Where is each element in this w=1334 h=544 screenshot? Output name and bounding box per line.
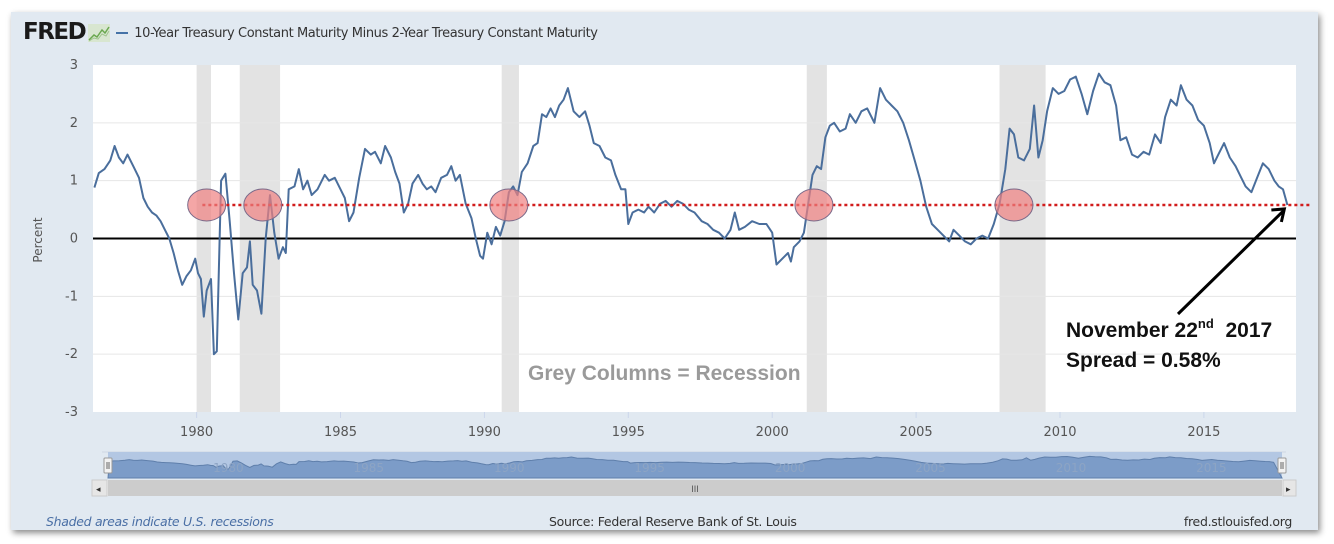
- y-tick-label: 3: [70, 58, 78, 73]
- spread-annotation: Spread = 0.58%: [1066, 349, 1221, 372]
- navigator-year-label: 2000: [775, 461, 806, 475]
- highlight-circle: [794, 188, 834, 222]
- date-annotation: November 22nd 2017: [1066, 316, 1273, 344]
- navigator-year-label: 1990: [494, 461, 525, 475]
- fred-logo[interactable]: FRED: [23, 19, 87, 45]
- scroll-right-arrow-icon: ▸: [1286, 484, 1291, 494]
- scroll-right-button[interactable]: [1282, 479, 1297, 497]
- y-tick-label: -1: [65, 289, 78, 304]
- scrollbar-grip-icon: III: [691, 484, 699, 494]
- scroll-left-button[interactable]: [91, 479, 108, 497]
- series-line: [93, 72, 1289, 356]
- navigator-left-handle[interactable]: [103, 457, 113, 474]
- y-tick-label: -3: [65, 405, 78, 420]
- highlight-circle: [187, 188, 227, 222]
- highlight-circle: [489, 188, 529, 222]
- navigator-series-area: [107, 455, 1283, 479]
- y-tick-label: 0: [70, 232, 78, 247]
- highlight-circle: [243, 188, 283, 222]
- y-axis-label: Percent: [31, 217, 45, 262]
- chart-line-icon: [88, 24, 111, 42]
- navigator-year-label: 1980: [213, 461, 244, 475]
- recession-note: Shaded areas indicate U.S. recessions: [46, 514, 274, 529]
- scroll-left-arrow-icon: ◂: [96, 484, 101, 494]
- date-annotation-year: 2017: [1225, 319, 1273, 342]
- series-title[interactable]: 10-Year Treasury Constant Maturity Minus…: [134, 25, 598, 41]
- x-tick-label: 1995: [612, 425, 645, 440]
- scrollbar-thumb[interactable]: [108, 480, 1282, 496]
- source-credit: Source: Federal Reserve Bank of St. Loui…: [549, 514, 797, 529]
- chart-header: FRED 10-Year Treasury Constant Maturity …: [23, 20, 598, 44]
- navigator-year-label: 2015: [1196, 461, 1227, 475]
- x-tick-label: 2005: [900, 425, 933, 440]
- x-tick-label: 2010: [1043, 425, 1076, 440]
- y-tick-label: -2: [65, 347, 78, 362]
- navigator-year-label: 2005: [915, 461, 946, 475]
- x-tick-label: 2015: [1187, 425, 1220, 440]
- x-tick-label: 2000: [756, 425, 789, 440]
- navigator-right-handle[interactable]: [1277, 457, 1287, 474]
- legend-series-swatch: [116, 32, 129, 34]
- date-annotation-suffix: nd: [1197, 316, 1214, 331]
- x-tick-label: 1980: [180, 425, 213, 440]
- navigator-year-label: 2010: [1056, 461, 1087, 475]
- date-annotation-prefix: November 22: [1066, 319, 1198, 342]
- navigator-year-label: 1985: [354, 461, 385, 475]
- annotation-arrowhead: [1271, 207, 1287, 223]
- annotation-arrow: [1176, 208, 1286, 316]
- navigator-year-label: 1995: [634, 461, 665, 475]
- x-tick-label: 1985: [324, 425, 357, 440]
- x-tick-label: 1990: [468, 425, 501, 440]
- y-tick-label: 1: [70, 174, 78, 189]
- site-link[interactable]: fred.stlouisfed.org: [1183, 514, 1292, 529]
- highlight-circle: [994, 188, 1034, 222]
- y-tick-label: 2: [70, 116, 78, 131]
- recession-annotation: Grey Columns = Recession: [528, 362, 801, 385]
